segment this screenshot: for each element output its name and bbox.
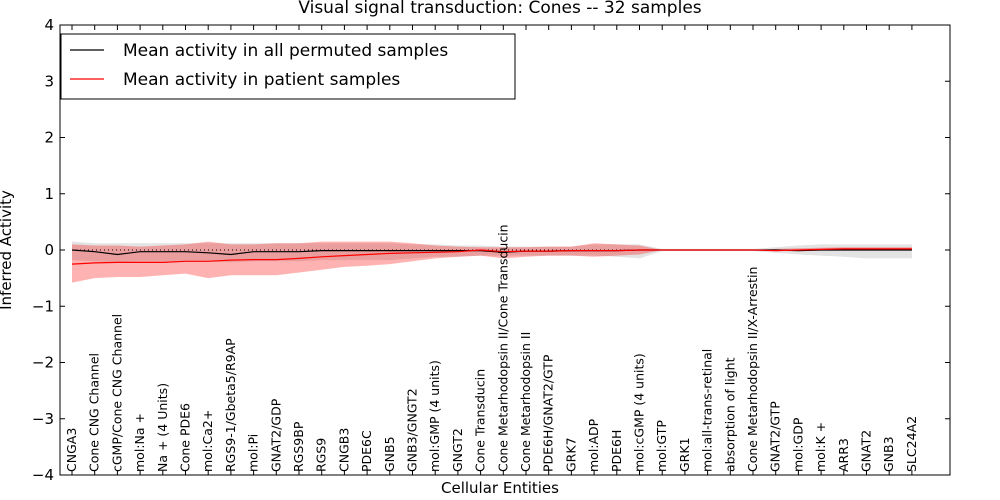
entity-label: GNGT2 (450, 428, 465, 472)
entity-label: ARR3 (836, 438, 851, 472)
legend-box (60, 33, 516, 100)
entity-label: absorption of light (722, 357, 737, 472)
entity-label: GNAT2/GTP (768, 401, 783, 472)
entity-label: GRK7 (563, 437, 578, 472)
y-tick-label: −1 (32, 297, 54, 315)
entity-label: Cone PDE6 (178, 403, 193, 472)
entity-label: SLC24A2 (904, 416, 919, 472)
plot-frame (59, 24, 951, 476)
entity-label: PDE6H (609, 430, 624, 472)
entity-label: mol:K + (813, 422, 828, 472)
y-axis-ticks: −4 −3 −2 −1 0 1 2 3 4 (32, 16, 950, 484)
entity-label: mol:cGMP (4 units) (632, 353, 647, 472)
entity-label: mol:GDP (790, 417, 805, 472)
entity-label: CNGA3 (64, 428, 79, 472)
x-axis-label: Cellular Entities (441, 479, 559, 497)
entity-label: GNAT2 (859, 430, 874, 472)
entity-label: mol:GMP (4 units) (427, 360, 442, 472)
y-tick-label: 4 (44, 16, 54, 34)
entity-label: GNB3 (881, 436, 896, 472)
y-tick-label: −4 (32, 466, 54, 484)
chart-title: Visual signal transduction: Cones -- 32 … (298, 0, 701, 18)
y-tick-label: 0 (44, 241, 54, 259)
legend: Mean activity in all permuted samples Me… (60, 33, 516, 100)
confidence-bands (72, 241, 912, 283)
entity-label: Cone Metarhodopsin II/Cone Transducin (495, 224, 510, 472)
entity-label: RGS9-1/Gbeta5/R9AP (223, 338, 238, 472)
series-lines (71, 248, 912, 265)
entity-label: mol:Pi (246, 434, 261, 472)
entity-label: PDE6C (359, 430, 374, 472)
entity-label: GRK1 (677, 437, 692, 472)
entity-label: Na + (4 Units) (155, 383, 170, 472)
entity-label: CNGB3 (336, 428, 351, 472)
entity-labels: CNGA3 Cone CNG Channel cGMP/Cone CNG Chann… (64, 224, 919, 472)
entity-label: RGS9 (314, 438, 329, 472)
entity-label: mol:ADP (586, 418, 601, 472)
legend-label-patient: Mean activity in patient samples (123, 70, 400, 90)
entity-label: GNB5 (382, 436, 397, 472)
entity-label: RGS9BP (291, 421, 306, 472)
entity-label: PDE6H/GNAT2/GTP (541, 354, 556, 472)
entity-label: mol:Na + (132, 413, 147, 472)
entity-label: mol:Ca2+ (200, 410, 215, 472)
entity-label: Cone Transducin (473, 369, 488, 472)
y-tick-label: −2 (32, 354, 54, 372)
entity-label: mol:GTP (654, 420, 669, 472)
entity-label: GNAT2/GDP (268, 398, 283, 472)
series-line-patient (71, 248, 912, 265)
y-tick-label: 2 (44, 129, 54, 147)
entity-label: cGMP/Cone CNG Channel (109, 314, 124, 472)
y-tick-label: −3 (32, 410, 54, 428)
entity-label: Cone CNG Channel (87, 353, 102, 472)
entity-label: Cone Metarhodopsin II/X-Arrestin (745, 267, 760, 472)
y-tick-label: 3 (44, 72, 54, 90)
entity-label: Cone Metarhodopsin II (518, 332, 533, 472)
entity-label: GNB3/GNGT2 (405, 388, 420, 472)
y-axis-label: Inferred Activity (0, 190, 15, 310)
entity-label: mol:all-trans-retinal (700, 349, 715, 472)
y-tick-label: 1 (44, 185, 54, 203)
legend-label-permuted: Mean activity in all permuted samples (123, 41, 448, 61)
